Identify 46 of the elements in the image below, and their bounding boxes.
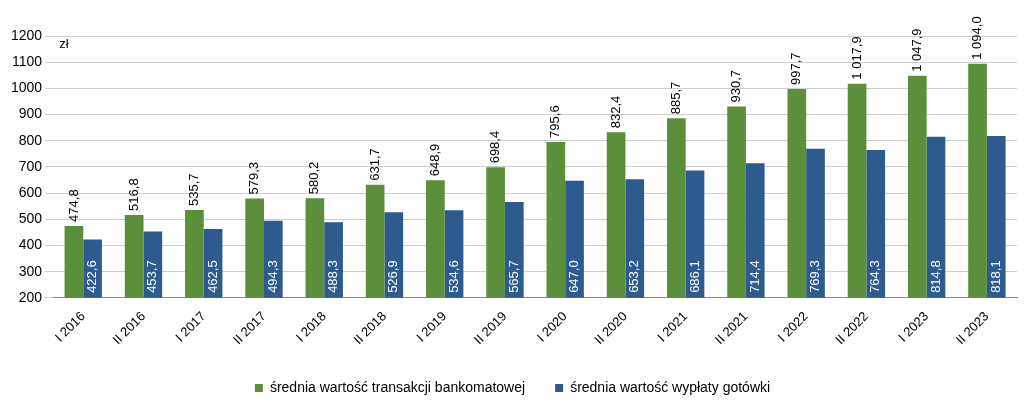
data-label: 832,4 bbox=[607, 95, 623, 129]
data-label: 579,3 bbox=[246, 161, 262, 195]
data-label: 534,6 bbox=[445, 260, 461, 293]
data-label: 795,6 bbox=[547, 105, 563, 138]
data-label: 526,9 bbox=[385, 260, 401, 293]
data-label: 631,7 bbox=[366, 148, 382, 181]
data-label: 1 047,9 bbox=[908, 28, 924, 72]
data-label: 818,1 bbox=[987, 260, 1003, 293]
y-tick-label: 1200 bbox=[10, 26, 43, 43]
data-label: 453,7 bbox=[144, 260, 160, 293]
data-label: 714,4 bbox=[746, 260, 762, 293]
data-label: 462,5 bbox=[204, 260, 220, 293]
y-tick-label: 600 bbox=[18, 183, 43, 200]
data-label: 653,2 bbox=[626, 260, 642, 293]
y-tick-label: 900 bbox=[18, 105, 43, 122]
data-label: 698,4 bbox=[487, 130, 503, 164]
data-label: 764,3 bbox=[867, 260, 883, 293]
y-tick-label: 400 bbox=[18, 236, 43, 253]
legend-label: średnia wartość wypłaty gotówki bbox=[570, 378, 771, 395]
y-tick-label: 700 bbox=[18, 157, 43, 174]
data-label: 535,7 bbox=[185, 173, 201, 206]
y-tick-label: 1000 bbox=[10, 79, 43, 96]
data-label: 422,6 bbox=[84, 260, 100, 293]
data-label: 516,8 bbox=[125, 178, 141, 211]
data-label: 686,1 bbox=[686, 260, 702, 293]
data-label: 565,7 bbox=[505, 260, 521, 293]
data-label: 1 017,9 bbox=[848, 36, 864, 80]
data-label: 997,7 bbox=[788, 52, 804, 85]
y-tick-label: 300 bbox=[18, 262, 43, 279]
data-label: 474,8 bbox=[65, 189, 81, 222]
y-axis-title: zł bbox=[59, 36, 69, 52]
data-label: 814,8 bbox=[927, 260, 943, 293]
data-label: 769,3 bbox=[807, 260, 823, 293]
data-label: 488,3 bbox=[325, 260, 341, 293]
legend-label: średnia wartość transakcji bankomatowej bbox=[269, 378, 526, 395]
data-label: 494,3 bbox=[264, 260, 280, 293]
y-tick-label: 500 bbox=[18, 210, 43, 227]
data-label: 648,9 bbox=[426, 143, 442, 177]
data-label: 1 094,0 bbox=[969, 16, 985, 60]
data-label: 885,7 bbox=[667, 81, 683, 115]
y-tick-label: 200 bbox=[18, 288, 43, 305]
y-tick-label: 800 bbox=[18, 131, 43, 148]
data-label: 580,2 bbox=[306, 161, 322, 195]
y-tick-label: 1100 bbox=[12, 53, 43, 70]
data-label: 930,7 bbox=[728, 69, 744, 103]
data-label: 647,0 bbox=[566, 260, 582, 293]
